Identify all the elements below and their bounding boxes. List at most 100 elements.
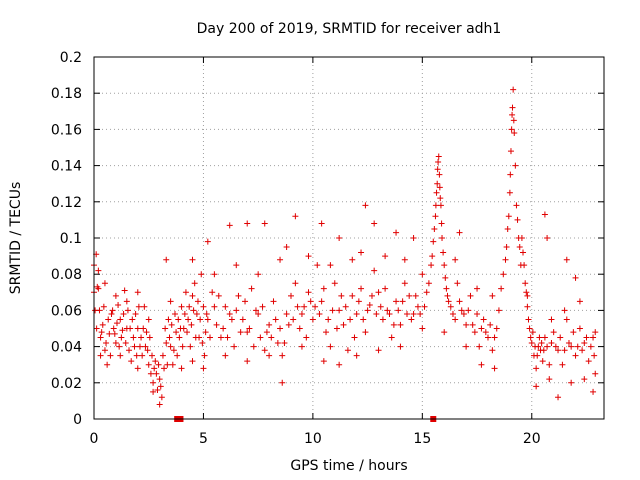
data-point: [590, 388, 597, 395]
data-point: [522, 280, 529, 287]
data-point: [199, 339, 206, 346]
data-point: [97, 334, 104, 341]
data-point: [548, 339, 555, 346]
data-point: [529, 329, 536, 336]
data-point: [171, 311, 178, 318]
data-point: [592, 370, 599, 377]
data-point: [327, 262, 334, 269]
data-point: [514, 216, 521, 223]
data-point: [467, 292, 474, 299]
data-point: [152, 358, 159, 365]
data-point: [117, 352, 124, 359]
data-point: [435, 153, 442, 160]
data-point: [120, 311, 127, 318]
data-point: [429, 253, 436, 260]
data-point: [255, 271, 262, 278]
data-point: [570, 329, 577, 336]
data-point: [285, 321, 292, 328]
data-point: [390, 321, 397, 328]
axis-ticks: 0 0.02 0.04 0.06 0.08 0.1 0.12 0.14 0.16 0.18 0.2 0…: [51, 50, 604, 447]
y-tick-label: 0.18: [51, 86, 82, 102]
data-point: [231, 343, 238, 350]
data-point: [270, 298, 277, 305]
data-point: [498, 285, 505, 292]
data-point: [456, 298, 463, 305]
data-point: [507, 171, 514, 178]
data-point: [540, 347, 547, 354]
chart-title: Day 200 of 2019, SRMTID for receiver adh…: [197, 21, 502, 37]
data-point: [272, 316, 279, 323]
data-point: [454, 280, 461, 287]
data-point: [371, 267, 378, 274]
data-point: [112, 339, 119, 346]
data-point: [164, 361, 171, 368]
data-point: [509, 104, 516, 111]
data-point: [513, 202, 520, 209]
data-point: [323, 329, 330, 336]
data-point: [368, 292, 375, 299]
data-point: [544, 343, 551, 350]
data-point: [220, 325, 227, 332]
data-point: [141, 303, 148, 310]
data-point: [157, 383, 164, 390]
data-point: [226, 222, 233, 229]
data-point: [342, 303, 349, 310]
data-point: [447, 303, 454, 310]
data-point: [329, 307, 336, 314]
data-point: [292, 280, 299, 287]
data-point: [423, 289, 430, 296]
data-point: [132, 311, 139, 318]
data-point: [465, 307, 472, 314]
data-point: [489, 292, 496, 299]
data-point: [151, 365, 158, 372]
data-point: [131, 343, 138, 350]
data-point: [544, 235, 551, 241]
data-point: [239, 316, 246, 323]
data-point: [244, 329, 251, 336]
data-point: [283, 311, 290, 318]
data-point: [109, 307, 116, 314]
data-point: [386, 311, 393, 318]
data-point: [142, 343, 149, 350]
data-point: [99, 321, 106, 328]
data-point: [153, 370, 160, 377]
data-point: [340, 321, 347, 328]
data-point: [419, 271, 426, 278]
data-point: [174, 352, 181, 359]
data-point: [452, 256, 459, 263]
data-point: [437, 195, 444, 202]
data-point: [408, 316, 415, 323]
data-point: [133, 352, 140, 359]
data-point: [524, 292, 531, 299]
data-point: [476, 343, 483, 350]
data-point: [445, 298, 452, 305]
data-point: [189, 256, 196, 263]
data-point: [331, 280, 338, 287]
data-point: [366, 301, 373, 308]
data-point: [384, 307, 391, 314]
data-point: [106, 330, 113, 337]
data-point: [163, 339, 170, 346]
data-point: [523, 289, 530, 296]
y-tick-label: 0.04: [51, 340, 82, 356]
data-point: [292, 213, 299, 220]
data-point: [559, 361, 566, 368]
data-point: [188, 321, 195, 328]
data-point: [168, 321, 175, 328]
data-point: [541, 211, 548, 218]
data-point: [93, 325, 100, 332]
data-point: [134, 325, 141, 332]
data-point: [150, 388, 157, 395]
data-point: [150, 379, 157, 386]
y-tick-label: 0.08: [51, 267, 82, 283]
data-point: [421, 303, 428, 310]
data-point: [123, 298, 130, 305]
data-point: [100, 303, 107, 310]
data-point: [509, 111, 516, 118]
data-point: [244, 358, 251, 365]
data-point: [281, 339, 288, 346]
data-point: [443, 285, 450, 292]
data-point: [505, 213, 512, 220]
data-point: [312, 303, 319, 310]
data-point: [266, 352, 273, 359]
